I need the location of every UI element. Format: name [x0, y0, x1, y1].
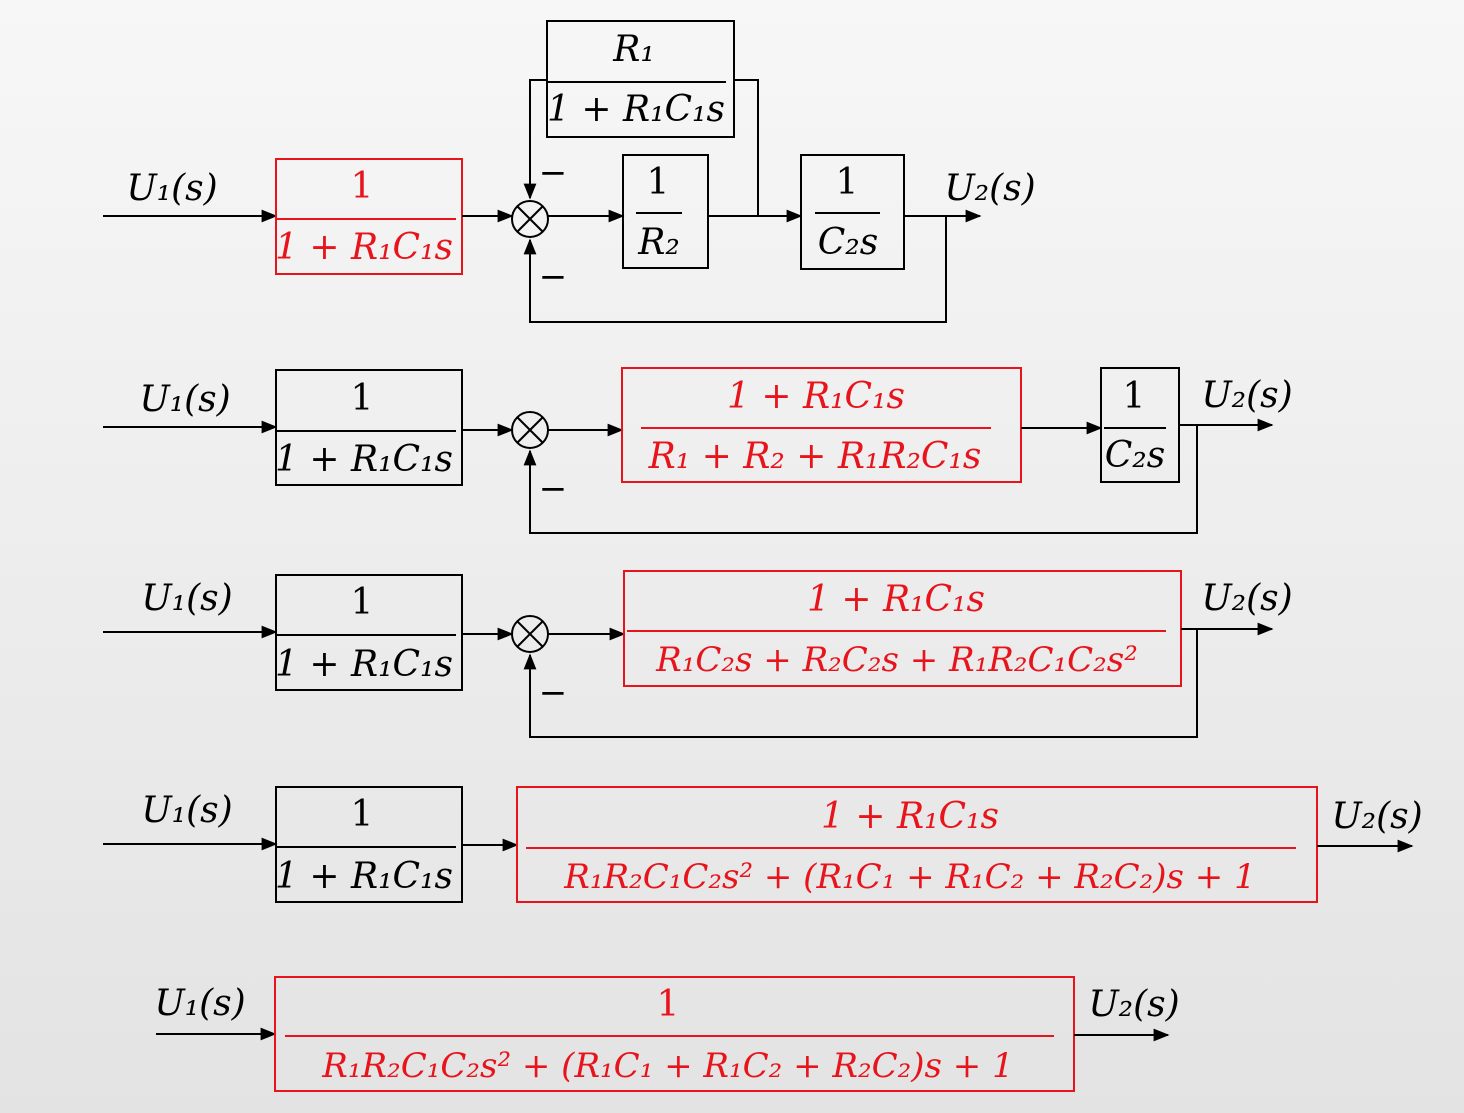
output-signal-label: U₂(s) — [1331, 796, 1422, 837]
inner-loop-denominator: R₁ + R₂ + R₁R₂C₁s — [648, 436, 982, 477]
input-signal-label: U₁(s) — [139, 379, 230, 420]
prefilter-numerator: 1 — [351, 166, 374, 207]
overall-numerator: 1 — [657, 984, 680, 1025]
input-signal-label: U₁(s) — [141, 578, 232, 619]
summing-junction — [511, 200, 549, 238]
input-signal-label: U₁(s) — [154, 983, 245, 1024]
minus-sign-top: − — [539, 153, 568, 193]
c2-block: 1 C₂s — [1100, 367, 1180, 483]
closed-loop-numerator: 1 + R₁C₁s — [821, 796, 999, 837]
forward-path-numerator: 1 + R₁C₁s — [807, 579, 985, 620]
unity-feedback-path — [523, 425, 1198, 534]
prefilter-numerator: 1 — [351, 378, 374, 419]
c2-denominator: C₂s — [1105, 435, 1165, 476]
feedback-denominator: 1 + R₁C₁s — [547, 89, 725, 130]
c2-block: 1 C₂s — [800, 154, 905, 270]
forward-path-denominator: R₁C₂s + R₂C₂s + R₁R₂C₁C₂s² — [655, 640, 1138, 680]
summing-junction — [511, 411, 549, 449]
prefilter-denominator: 1 + R₁C₁s — [275, 227, 453, 268]
feedback-takeoff — [734, 79, 759, 216]
output-signal-label: U₂(s) — [1201, 578, 1292, 619]
feedback-block: R₁ 1 + R₁C₁s — [546, 20, 735, 138]
feedback-numerator: R₁ — [612, 29, 655, 70]
prefilter-denominator: 1 + R₁C₁s — [275, 439, 453, 480]
prefilter-block: 1 1 + R₁C₁s — [275, 158, 463, 275]
c2-numerator: 1 — [836, 162, 859, 203]
minus-sign-bottom: − — [539, 673, 568, 713]
input-signal-label: U₁(s) — [141, 790, 232, 831]
input-signal-label: U₁(s) — [126, 168, 217, 209]
inner-loop-numerator: 1 + R₁C₁s — [727, 376, 905, 417]
prefilter-denominator: 1 + R₁C₁s — [275, 856, 453, 897]
output-signal-label: U₂(s) — [1088, 984, 1179, 1025]
prefilter-block: 1 1 + R₁C₁s — [275, 786, 463, 903]
unity-feedback-path — [523, 216, 947, 323]
r2-numerator: 1 — [647, 162, 670, 203]
stage-5: U₁(s) 1 R₁R₂C₁C₂s² + (R₁C₁ + R₁C₂ + R₂C₂… — [154, 976, 1180, 1092]
stage-2: U₁(s) 1 1 + R₁C₁s − 1 + R₁C₁s R₁ + R₂ + … — [103, 367, 1293, 534]
overall-denominator: R₁R₂C₁C₂s² + (R₁C₁ + R₁C₂ + R₂C₂)s + 1 — [321, 1046, 1013, 1086]
stage-4: U₁(s) 1 1 + R₁C₁s 1 + R₁C₁s R₁R₂C₁C₂s² +… — [103, 786, 1423, 903]
stage-1: U₁(s) 1 1 + R₁C₁s − − 1 R₂ 1 — [103, 20, 1036, 323]
output-signal-label: U₂(s) — [1201, 375, 1292, 416]
forward-path-block: 1 + R₁C₁s R₁C₂s + R₂C₂s + R₁R₂C₁C₂s² — [623, 570, 1182, 687]
r2-denominator: R₂ — [637, 222, 680, 263]
r2-block: 1 R₂ — [622, 154, 709, 269]
closed-loop-denominator: R₁R₂C₁C₂s² + (R₁C₁ + R₁C₂ + R₂C₂)s + 1 — [563, 857, 1255, 897]
summing-junction — [511, 615, 549, 653]
output-signal-label: U₂(s) — [944, 168, 1035, 209]
stage-3: U₁(s) 1 1 + R₁C₁s − 1 + R₁C₁s R₁C₂s + R₂… — [103, 570, 1293, 738]
prefilter-block: 1 1 + R₁C₁s — [275, 574, 463, 691]
feedback-return — [523, 79, 547, 200]
prefilter-numerator: 1 — [351, 794, 374, 835]
inner-loop-block: 1 + R₁C₁s R₁ + R₂ + R₁R₂C₁s — [621, 367, 1022, 483]
unity-feedback-path — [523, 629, 1198, 738]
c2-denominator: C₂s — [818, 222, 878, 263]
c2-numerator: 1 — [1123, 376, 1146, 417]
prefilter-denominator: 1 + R₁C₁s — [275, 644, 453, 685]
closed-loop-block: 1 + R₁C₁s R₁R₂C₁C₂s² + (R₁C₁ + R₁C₂ + R₂… — [516, 786, 1318, 903]
minus-sign-bottom: − — [539, 469, 568, 509]
prefilter-numerator: 1 — [351, 582, 374, 623]
overall-transfer-function-block: 1 R₁R₂C₁C₂s² + (R₁C₁ + R₁C₂ + R₂C₂)s + 1 — [274, 976, 1075, 1092]
prefilter-block: 1 1 + R₁C₁s — [275, 369, 463, 486]
minus-sign-bottom: − — [539, 257, 568, 297]
